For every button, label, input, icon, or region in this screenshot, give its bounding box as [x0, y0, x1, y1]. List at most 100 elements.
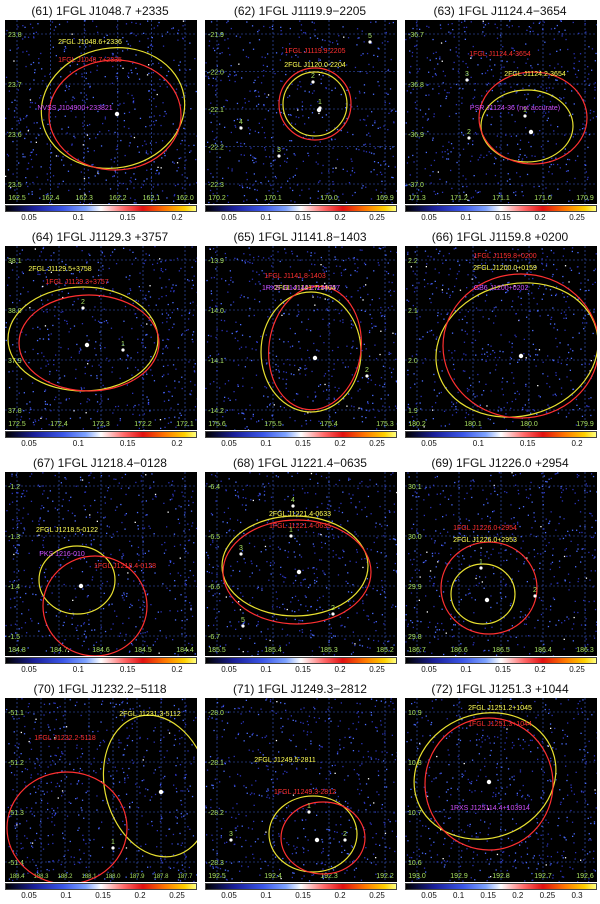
- photon-pixel: [342, 319, 344, 321]
- photon-pixel: [96, 377, 98, 379]
- candidate-marker: [241, 624, 245, 628]
- photon-pixel: [263, 25, 265, 28]
- photon-pixel: [433, 113, 435, 115]
- photon-pixel: [97, 110, 99, 113]
- photon-pixel: [533, 410, 536, 412]
- count-map: 2.2 2.1 2.0 1.9 180.2 180.1 180.0 179.9 1FGL J11…: [405, 246, 597, 430]
- source-label: 2FGL J1200.0+0159: [473, 265, 537, 272]
- x-tick-label: 175.5: [264, 421, 282, 428]
- photon-pixel: [452, 200, 454, 202]
- photon-pixel: [572, 199, 574, 202]
- photon-pixel: [475, 354, 477, 356]
- photon-pixel: [549, 620, 551, 623]
- photon-pixel: [241, 259, 243, 262]
- photon-pixel: [299, 630, 301, 632]
- photon-pixel: [519, 154, 521, 156]
- photon-pixel: [97, 560, 99, 562]
- photon-pixel: [451, 401, 453, 403]
- photon-pixel: [512, 47, 514, 50]
- photon-pixel: [42, 544, 44, 546]
- photon-pixel: [57, 381, 59, 383]
- photon-pixel: [366, 277, 368, 279]
- photon-pixel: [560, 98, 562, 100]
- photon-pixel: [548, 111, 550, 113]
- photon-pixel: [482, 266, 484, 269]
- photon-pixel: [61, 505, 63, 507]
- photon-pixel: [380, 377, 383, 379]
- photon-pixel: [518, 507, 521, 509]
- photon-pixel: [538, 487, 541, 489]
- photon-pixel: [96, 69, 98, 71]
- photon-pixel: [490, 474, 492, 477]
- photon-pixel: [413, 607, 416, 609]
- photon-pixel: [146, 169, 148, 171]
- photon-pixel: [220, 580, 223, 582]
- photon-pixel: [440, 105, 442, 107]
- photon-pixel: [295, 393, 298, 395]
- photon-pixel: [72, 61, 74, 63]
- photon-pixel: [388, 112, 390, 114]
- photon-pixel: [285, 387, 287, 389]
- photon-pixel: [468, 377, 471, 379]
- photon-pixel: [244, 262, 246, 264]
- photon-pixel: [147, 399, 150, 401]
- photon-pixel: [347, 37, 350, 39]
- photon-pixel: [131, 94, 133, 97]
- candidate-number: 5: [241, 617, 245, 624]
- photon-pixel: [88, 648, 90, 650]
- photon-pixel: [420, 338, 422, 340]
- photon-pixel: [191, 287, 193, 290]
- colorbar-tick-label: 0.1: [72, 213, 84, 222]
- photon-pixel: [525, 43, 527, 45]
- panel-title: (64) 1FGL J1129.3 +3757: [31, 230, 169, 244]
- photon-pixel: [14, 597, 16, 599]
- photon-pixel: [305, 423, 308, 425]
- photon-pixel: [438, 552, 440, 555]
- photon-pixel: [154, 618, 157, 620]
- photon-pixel: [347, 582, 349, 584]
- photon-pixel: [373, 246, 375, 248]
- photon-pixel: [208, 77, 210, 80]
- photon-pixel: [32, 280, 35, 282]
- photon-pixel: [282, 378, 284, 380]
- photon-pixel: [247, 127, 250, 129]
- photon-pixel: [569, 348, 572, 350]
- photon-pixel: [529, 355, 531, 357]
- photon-pixel: [143, 605, 146, 608]
- photon-pixel: [256, 625, 258, 627]
- photon-pixel: [101, 252, 103, 254]
- photon-pixel: [194, 406, 197, 408]
- source-spot: [114, 111, 120, 117]
- y-tick-label: -1.2: [8, 484, 20, 491]
- photon-pixel: [112, 53, 114, 55]
- photon-pixel: [283, 363, 285, 365]
- photon-pixel: [79, 391, 81, 393]
- photon-pixel: [73, 325, 76, 327]
- photon-pixel: [247, 297, 249, 299]
- photon-pixel: [332, 171, 334, 173]
- x-tick-label: 170.2: [208, 195, 226, 202]
- photon-pixel: [296, 516, 298, 518]
- photon-pixel: [504, 549, 506, 552]
- photon-pixel: [392, 21, 394, 24]
- photon-pixel: [277, 148, 279, 150]
- photon-pixel: [573, 623, 575, 625]
- photon-pixel: [576, 76, 578, 78]
- photon-pixel: [269, 403, 272, 405]
- photon-pixel: [560, 487, 562, 489]
- photon-pixel: [181, 333, 184, 335]
- photon-pixel: [86, 335, 88, 337]
- photon-pixel: [440, 27, 442, 30]
- photon-pixel: [122, 182, 125, 185]
- photon-pixel: [42, 472, 44, 474]
- photon-pixel: [299, 20, 301, 22]
- photon-pixel: [548, 406, 550, 408]
- photon-pixel: [312, 294, 314, 297]
- photon-pixel: [343, 122, 345, 124]
- photon-pixel: [96, 520, 98, 522]
- photon-pixel: [387, 93, 389, 95]
- photon-pixel: [162, 45, 165, 47]
- photon-pixel: [532, 134, 535, 136]
- photon-pixel: [433, 68, 436, 70]
- photon-pixel: [304, 578, 306, 580]
